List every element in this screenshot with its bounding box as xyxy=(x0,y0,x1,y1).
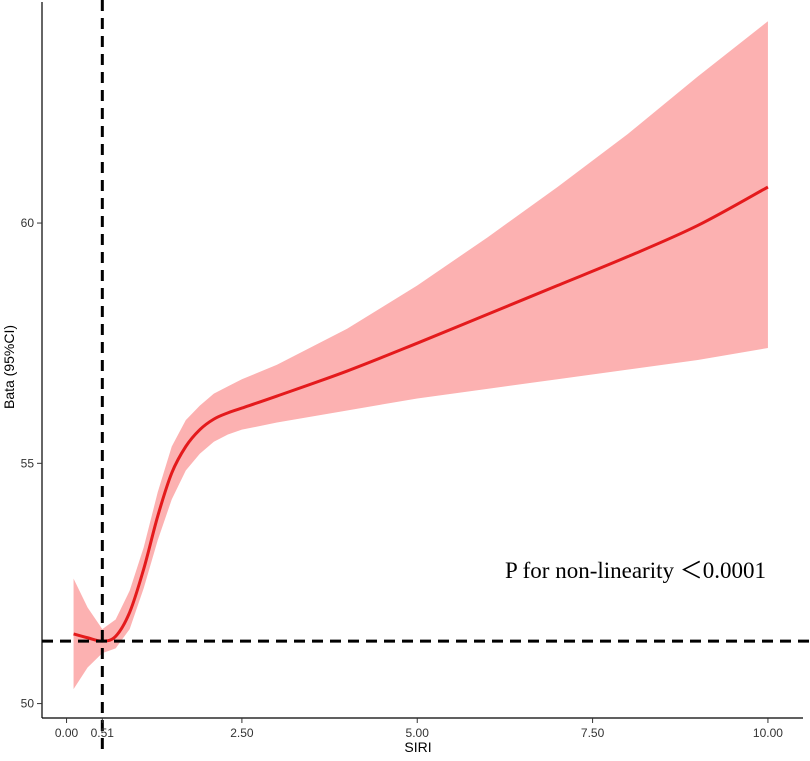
plot-area xyxy=(42,0,810,751)
axes: 0.00 0.51 2.50 5.00 7.50 10.00 50 55 60 xyxy=(21,2,803,740)
x-tick-label: 0.51 xyxy=(91,726,115,740)
x-tick-label: 10.00 xyxy=(753,726,783,740)
confidence-band xyxy=(73,21,768,690)
x-axis-title: SIRI xyxy=(404,739,431,755)
x-tick-label: 7.50 xyxy=(581,726,605,740)
y-tick-label: 60 xyxy=(21,216,35,230)
y-tick-label: 55 xyxy=(21,456,35,470)
y-tick-label: 50 xyxy=(21,697,35,711)
x-tick-label: 0.00 xyxy=(55,726,79,740)
y-axis-title: Bata (95%CI) xyxy=(1,325,17,409)
nonlinearity-p-annotation: P for non-linearity ＜0.0001 xyxy=(505,558,766,583)
x-tick-label: 5.00 xyxy=(406,726,430,740)
fitted-curve xyxy=(73,185,769,643)
x-tick-label: 2.50 xyxy=(230,726,254,740)
